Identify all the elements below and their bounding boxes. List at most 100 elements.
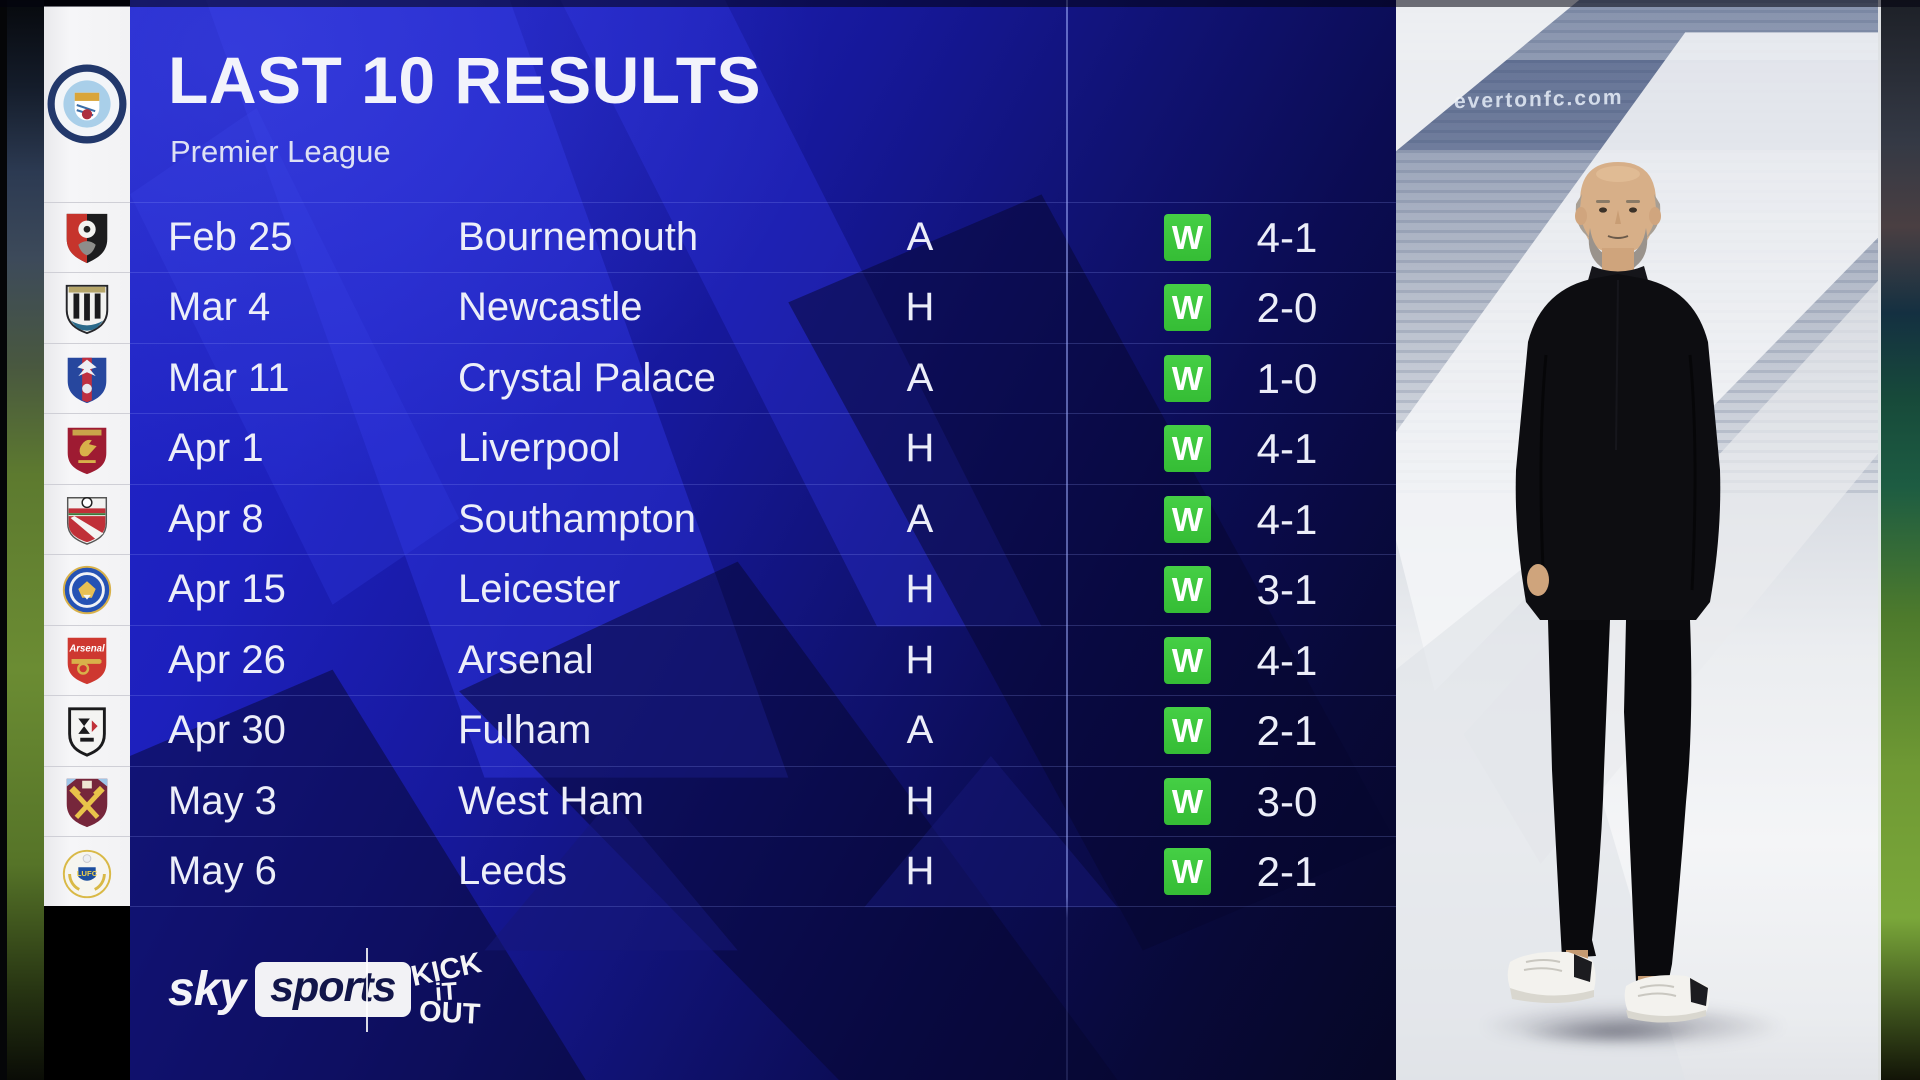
win-badge: W — [1164, 284, 1211, 331]
row-divider — [130, 625, 1396, 626]
svg-text:Arsenal: Arsenal — [68, 643, 105, 654]
rail-divider — [44, 272, 130, 273]
result-score: 1-0 — [1256, 355, 1318, 402]
sports-box: sports — [255, 962, 411, 1017]
result-venue: H — [905, 285, 935, 329]
badge-tile-crystal-palace — [44, 343, 130, 413]
rail-divider — [44, 625, 130, 626]
result-venue: A — [906, 215, 934, 259]
win-badge: W — [1164, 707, 1211, 754]
result-venue: A — [906, 356, 934, 400]
result-score: 2-1 — [1256, 707, 1318, 754]
result-opponent: Liverpool — [458, 426, 621, 470]
rail-divider — [44, 695, 130, 696]
result-score: 3-0 — [1256, 778, 1318, 825]
result-venue: H — [905, 779, 935, 823]
rail-divider — [44, 484, 130, 485]
result-venue: A — [906, 708, 934, 752]
badge-tile-west-ham — [44, 766, 130, 836]
badge-newcastle-icon — [65, 284, 109, 334]
rail-divider — [44, 836, 130, 837]
badge-tile-southampton — [44, 484, 130, 554]
win-badge: W — [1164, 778, 1211, 825]
result-opponent: Arsenal — [458, 638, 594, 682]
result-date: Apr 1 — [168, 426, 264, 470]
row-divider — [130, 343, 1396, 344]
svg-text:LUFC: LUFC — [77, 869, 98, 878]
badge-bournemouth-icon — [66, 213, 108, 264]
sports-wordmark: sports — [270, 963, 396, 1011]
badge-tile-newcastle — [44, 272, 130, 343]
row-divider — [130, 202, 1396, 203]
win-badge: W — [1164, 425, 1211, 472]
result-opponent: Bournemouth — [458, 215, 699, 259]
logo-separator — [366, 948, 368, 1032]
badge-liverpool-icon — [67, 427, 107, 474]
result-date: Apr 8 — [168, 497, 264, 541]
result-date: Apr 26 — [168, 638, 286, 682]
result-date: Mar 11 — [168, 356, 290, 400]
result-opponent: Crystal Palace — [458, 356, 716, 400]
badge-southampton-icon — [66, 497, 108, 545]
win-badge: W — [1164, 214, 1211, 261]
kick-it-out-logo: KICK iT OUT — [398, 942, 494, 1042]
badge-leicester-icon — [62, 565, 112, 614]
result-venue: H — [905, 567, 935, 611]
rail-divider — [44, 766, 130, 767]
figure-shadow — [1520, 1020, 1700, 1046]
stadium-ad-text: evertonfc.com — [1454, 85, 1624, 114]
result-opponent: Leicester — [458, 567, 621, 611]
pep-guardiola-figure — [1507, 162, 1721, 1023]
result-score: 4-1 — [1256, 214, 1318, 261]
result-score: 2-0 — [1256, 284, 1318, 331]
rail-divider — [44, 554, 130, 555]
win-badge: W — [1164, 637, 1211, 684]
badge-fulham-icon — [68, 706, 106, 757]
page-subtitle: Premier League — [170, 134, 391, 169]
badge-tile-bournemouth — [44, 202, 130, 272]
rail-divider — [44, 413, 130, 414]
result-date: Feb 25 — [168, 215, 293, 259]
rail-divider — [44, 343, 130, 344]
results-panel — [130, 0, 1396, 1080]
result-date: Mar 4 — [168, 285, 271, 329]
sky-wordmark: sky — [168, 963, 246, 1016]
row-divider — [130, 413, 1396, 414]
result-venue: H — [905, 849, 935, 893]
result-score: 4-1 — [1256, 496, 1318, 543]
badge-manchester-city-icon — [47, 64, 127, 144]
row-divider — [130, 695, 1396, 696]
result-score: 4-1 — [1256, 637, 1318, 684]
badge-west-ham-icon — [66, 778, 108, 828]
win-badge: W — [1164, 848, 1211, 895]
win-badge: W — [1164, 566, 1211, 613]
badge-arsenal-icon: Arsenal — [67, 637, 107, 685]
badge-crystal-palace-icon — [67, 357, 107, 404]
badge-leeds-icon: LUFC — [62, 849, 112, 899]
result-score: 2-1 — [1256, 848, 1318, 895]
result-opponent: Leeds — [458, 849, 567, 893]
club-badge-rail: Arsenal LUFC — [44, 6, 130, 906]
badge-tile-manchester-city — [44, 6, 130, 202]
result-score: 4-1 — [1256, 425, 1318, 472]
page-title: LAST 10 RESULTS — [168, 43, 762, 117]
top-frame-shade — [0, 0, 1920, 7]
row-divider — [130, 766, 1396, 767]
result-score: 3-1 — [1256, 566, 1318, 613]
column-divider — [1066, 0, 1068, 1080]
win-badge: W — [1164, 355, 1211, 402]
result-opponent: Newcastle — [458, 285, 643, 329]
result-date: May 3 — [168, 779, 277, 823]
badge-tile-arsenal: Arsenal — [44, 625, 130, 695]
kick-it-out-line3: OUT — [418, 995, 482, 1031]
rail-divider — [44, 202, 130, 203]
row-divider — [130, 484, 1396, 485]
result-date: Apr 15 — [168, 567, 286, 611]
win-badge: W — [1164, 496, 1211, 543]
result-venue: H — [905, 638, 935, 682]
badge-tile-leeds: LUFC — [44, 836, 130, 912]
badge-tile-leicester — [44, 554, 130, 625]
result-opponent: West Ham — [458, 779, 644, 823]
result-opponent: Fulham — [458, 708, 592, 752]
result-venue: H — [905, 426, 935, 470]
